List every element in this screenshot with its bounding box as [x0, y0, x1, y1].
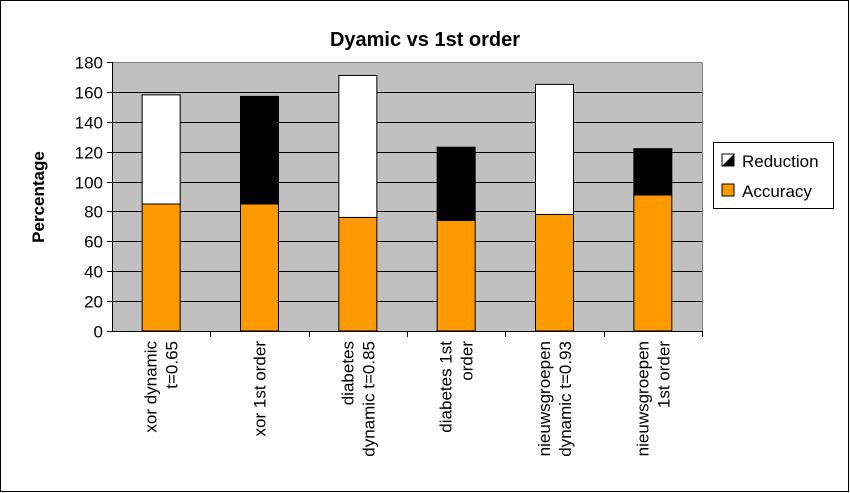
bar-reduction-5 — [535, 83, 574, 215]
y-tick-label: 0 — [94, 323, 103, 342]
bar-accuracy-5 — [535, 213, 574, 332]
bar-accuracy-6 — [633, 194, 673, 332]
y-tick-label: 100 — [75, 174, 103, 193]
x-tick-label: diabetes 1st order — [437, 341, 477, 433]
chart-title: Dyamic vs 1st order — [330, 29, 520, 51]
bar-reduction-1 — [141, 94, 181, 205]
legend-label-reduction: Reduction — [742, 152, 819, 171]
bar-reduction-3 — [338, 74, 378, 218]
x-tick-label: nieuwsgroepen dynamic t=0.93 — [535, 341, 575, 457]
y-tick-label: 20 — [84, 293, 103, 312]
x-tick-label: nieuwsgroepen 1st order — [633, 341, 673, 457]
bar-accuracy-4 — [436, 219, 476, 332]
bar-accuracy-2 — [240, 203, 279, 332]
y-tick-label: 180 — [75, 54, 103, 73]
bar-reduction-4 — [436, 146, 476, 221]
x-tick-label: diabetes dynamic t=0.85 — [338, 341, 378, 457]
bar-accuracy-1 — [141, 203, 181, 332]
y-tick-label: 160 — [75, 84, 103, 103]
bar-reduction-2 — [240, 95, 279, 205]
x-tick-label: xor dynamic t=0.65 — [142, 341, 182, 433]
legend-label-accuracy: Accuracy — [742, 182, 812, 201]
y-tick-label: 140 — [75, 114, 103, 133]
plot-area: 0 20 40 60 80 100 120 140 160 180 xor dynamic t=0.6… — [75, 54, 703, 457]
legend-swatch-reduction-fill — [722, 154, 734, 166]
y-tick-label: 60 — [84, 233, 103, 252]
y-tick-label: 120 — [75, 144, 103, 163]
y-axis-label: Percentage — [29, 151, 48, 243]
y-tick-label: 40 — [84, 263, 103, 282]
legend-swatch-accuracy — [721, 183, 735, 197]
x-tick-label: xor 1st order — [251, 341, 270, 437]
bar-reduction-6 — [633, 148, 673, 196]
bar-accuracy-3 — [338, 216, 378, 332]
plot-background — [112, 62, 702, 331]
y-tick-label: 80 — [84, 203, 103, 222]
legend: Reduction Accuracy — [713, 142, 834, 209]
